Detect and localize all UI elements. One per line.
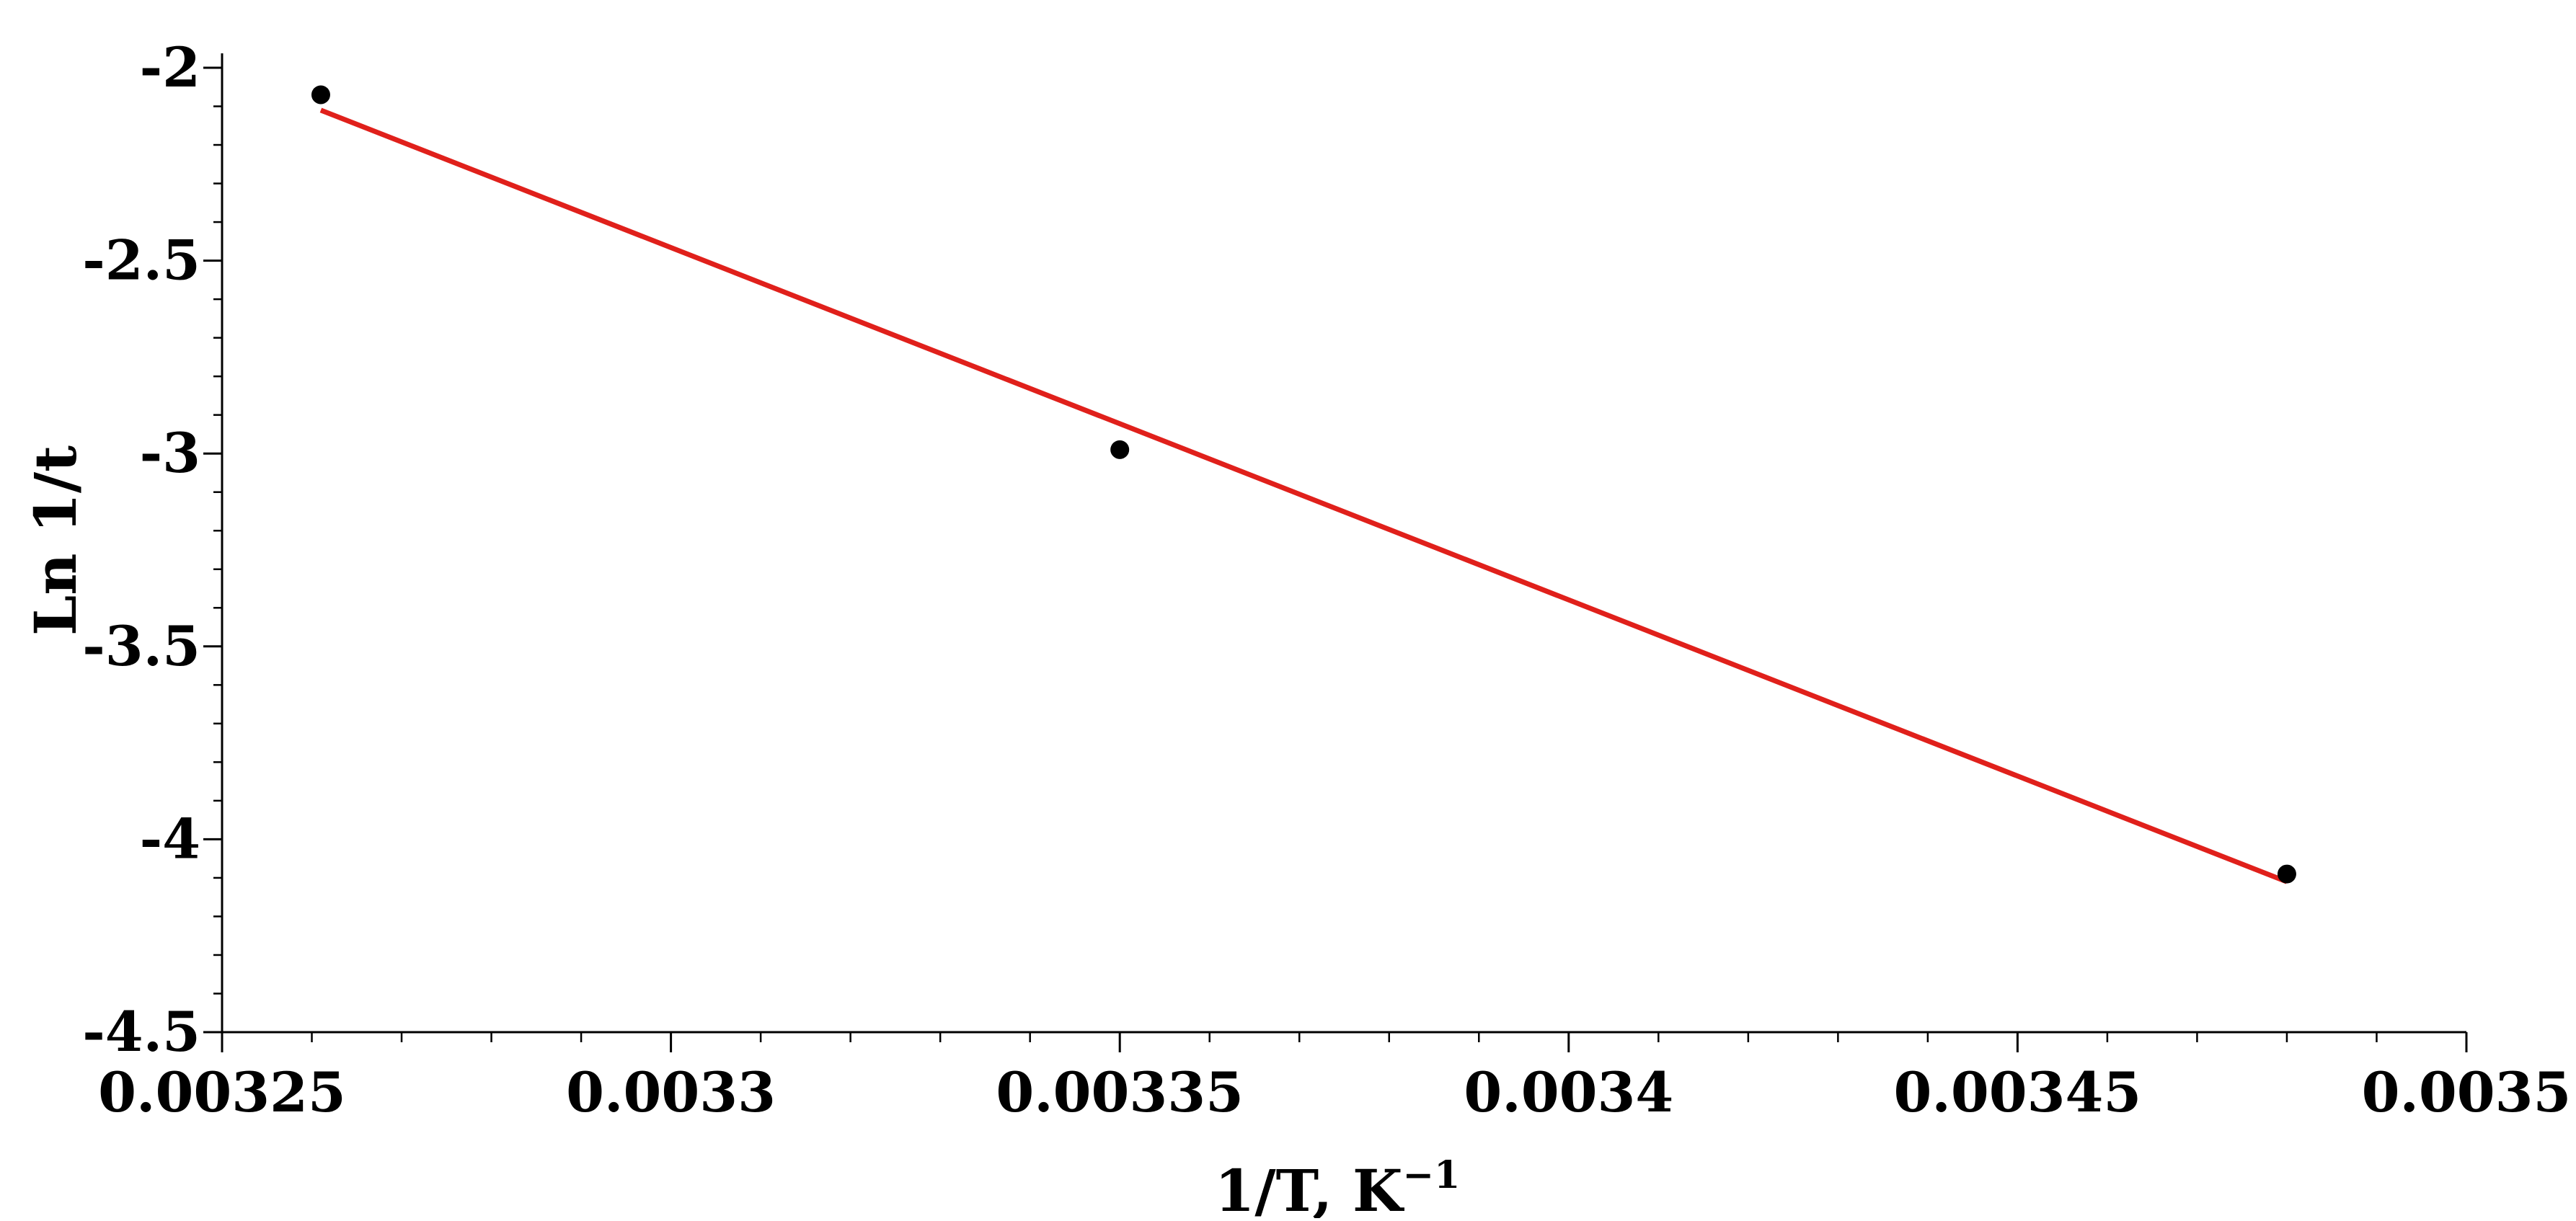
axes bbox=[221, 53, 2466, 1034]
x-tick-label: 0.0035 bbox=[2362, 1060, 2572, 1124]
x-axis-title: 1/T, K−1 bbox=[1215, 1153, 1461, 1218]
x-tick-label: 0.00345 bbox=[1894, 1060, 2142, 1124]
x-tick-label: 0.00325 bbox=[98, 1060, 346, 1124]
y-tick-label: -2 bbox=[140, 35, 200, 99]
x-tick-label: 0.0034 bbox=[1464, 1060, 1673, 1124]
ticks: 0.00325 0.0033 0.00335 0.0034 0.00345 0.0035 -… bbox=[82, 35, 2571, 1124]
y-tick-label: -3 bbox=[140, 421, 200, 485]
x-axis-title-superscript: −1 bbox=[1403, 1153, 1461, 1197]
data-series bbox=[311, 85, 2296, 884]
x-tick-label: 0.00335 bbox=[996, 1060, 1244, 1124]
y-axis-title: Ln 1/t bbox=[22, 445, 89, 636]
x-tick-label: 0.0033 bbox=[566, 1060, 776, 1124]
data-point bbox=[1110, 440, 1130, 459]
data-point bbox=[2277, 864, 2296, 884]
fit-line bbox=[319, 107, 2288, 884]
x-axis-title-text: 1/T, K bbox=[1215, 1157, 1404, 1218]
data-point bbox=[311, 85, 330, 105]
y-tick-label: -2.5 bbox=[82, 228, 200, 293]
y-tick-label: -4 bbox=[140, 807, 200, 871]
y-tick-label: -4.5 bbox=[82, 1000, 200, 1064]
y-tick-label: -3.5 bbox=[82, 614, 200, 678]
